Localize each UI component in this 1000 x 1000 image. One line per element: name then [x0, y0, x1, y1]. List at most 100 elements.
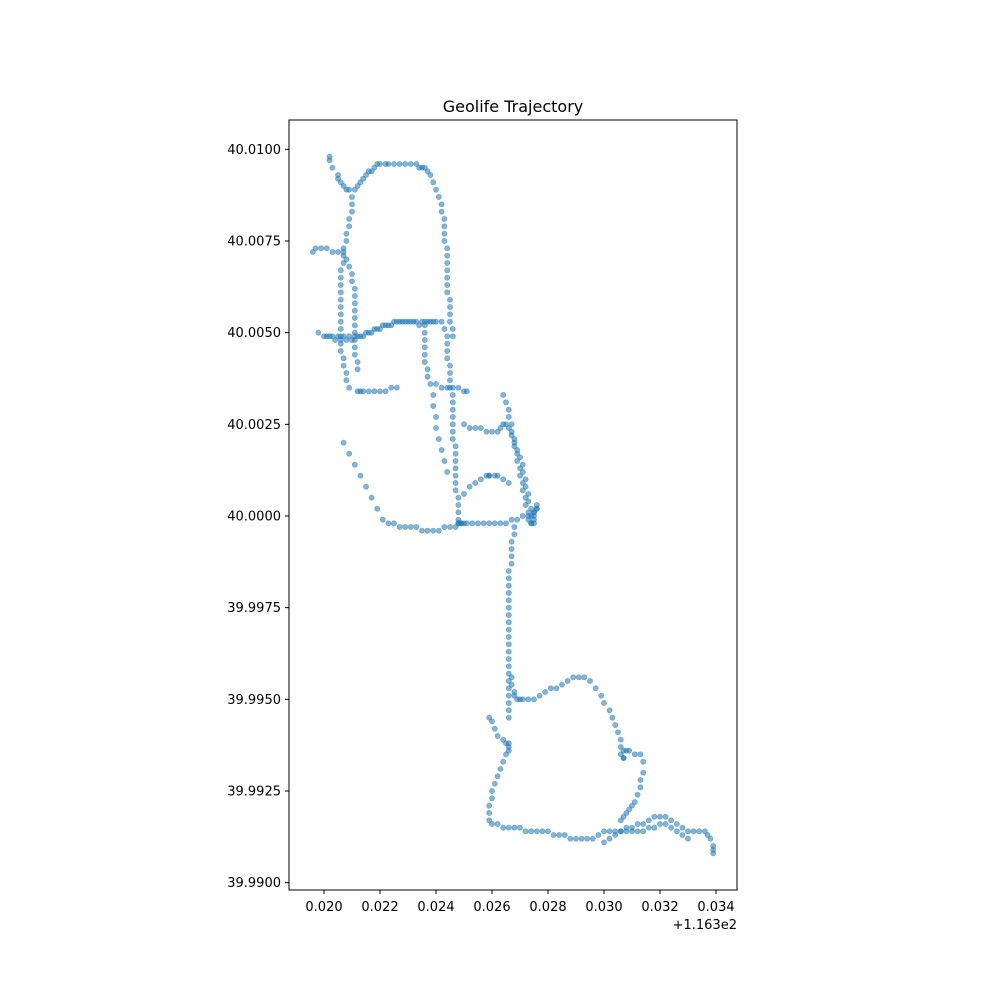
data-point	[514, 458, 521, 464]
data-point	[489, 821, 495, 827]
data-point	[421, 344, 428, 351]
data-point	[351, 300, 358, 307]
data-point	[337, 296, 344, 303]
data-point	[662, 821, 669, 827]
data-point	[363, 483, 369, 490]
data-point	[351, 351, 358, 358]
y-tick-label: 39.9925	[227, 785, 281, 800]
data-point	[349, 194, 355, 200]
data-point	[449, 414, 456, 420]
data-point	[449, 326, 456, 332]
data-point	[581, 674, 588, 681]
data-point	[528, 520, 535, 527]
data-point	[595, 832, 602, 838]
data-point	[508, 516, 515, 523]
data-point	[673, 821, 680, 827]
y-axis-ticks: 39.9900 39.9925 39.9950 39.9975 40.0000 40.00…	[227, 143, 289, 891]
data-point	[441, 458, 448, 464]
data-point	[337, 326, 344, 332]
x-axis-ticks: 0.020 0.022 0.024 0.026 0.028 0.030 0.032 0.034	[305, 890, 735, 915]
data-point	[430, 179, 437, 186]
data-point	[421, 337, 428, 343]
data-point	[561, 832, 568, 838]
data-point	[340, 249, 347, 255]
data-point	[444, 245, 451, 252]
data-point	[402, 318, 409, 325]
data-point	[615, 729, 621, 736]
data-point	[419, 318, 425, 325]
data-point	[469, 520, 476, 527]
data-point	[368, 329, 375, 336]
data-point	[444, 267, 451, 274]
data-point	[634, 791, 641, 798]
data-point	[505, 663, 512, 670]
data-point	[343, 230, 350, 237]
data-point	[337, 304, 344, 310]
data-point	[617, 817, 624, 824]
data-point	[444, 252, 451, 259]
data-point	[491, 520, 498, 527]
x-tick-label: 0.028	[529, 900, 566, 915]
data-point	[430, 403, 437, 409]
data-point	[505, 634, 512, 640]
data-point	[533, 828, 540, 835]
x-tick-label: 0.022	[361, 900, 398, 915]
data-point	[438, 201, 445, 208]
data-point	[351, 293, 358, 299]
data-point	[447, 296, 453, 303]
data-point	[374, 326, 381, 332]
data-point	[522, 828, 529, 835]
x-tick-label: 0.030	[585, 900, 622, 915]
plot-frame	[288, 119, 738, 891]
data-point	[477, 425, 484, 431]
data-point	[556, 832, 563, 838]
data-point	[433, 186, 439, 193]
data-point	[519, 513, 526, 519]
data-point	[349, 278, 355, 285]
data-point	[391, 318, 397, 325]
data-point	[685, 828, 691, 835]
y-tick-label: 39.9975	[227, 601, 281, 616]
data-point	[519, 696, 526, 703]
data-point	[413, 524, 420, 530]
data-point	[461, 421, 467, 428]
data-point	[360, 388, 367, 395]
data-point	[337, 267, 344, 274]
data-point	[637, 777, 644, 783]
data-point	[508, 546, 515, 552]
data-point	[424, 527, 431, 534]
data-point	[500, 824, 507, 831]
data-point	[438, 384, 445, 391]
data-point	[441, 524, 448, 530]
data-point	[500, 758, 507, 765]
data-point	[441, 230, 448, 237]
data-point	[645, 824, 652, 831]
data-point	[651, 813, 658, 820]
data-point	[542, 689, 549, 695]
data-point	[505, 641, 512, 648]
data-point	[413, 318, 420, 325]
data-point	[315, 329, 322, 336]
data-point	[640, 758, 647, 765]
data-point	[505, 692, 512, 699]
data-point	[402, 524, 409, 530]
data-point	[497, 766, 504, 772]
data-point	[511, 531, 518, 538]
data-point	[337, 318, 344, 325]
data-point	[388, 384, 395, 391]
data-point	[449, 406, 456, 413]
data-point	[528, 828, 535, 835]
data-point	[452, 465, 459, 472]
data-point	[508, 538, 515, 545]
data-point	[640, 821, 647, 827]
data-point	[584, 835, 591, 842]
data-point	[351, 333, 358, 340]
data-point	[396, 161, 403, 167]
data-point	[486, 802, 493, 809]
data-point	[444, 260, 451, 266]
data-point	[337, 274, 344, 281]
data-point	[385, 520, 392, 527]
data-point	[323, 333, 330, 340]
data-point	[491, 725, 498, 732]
